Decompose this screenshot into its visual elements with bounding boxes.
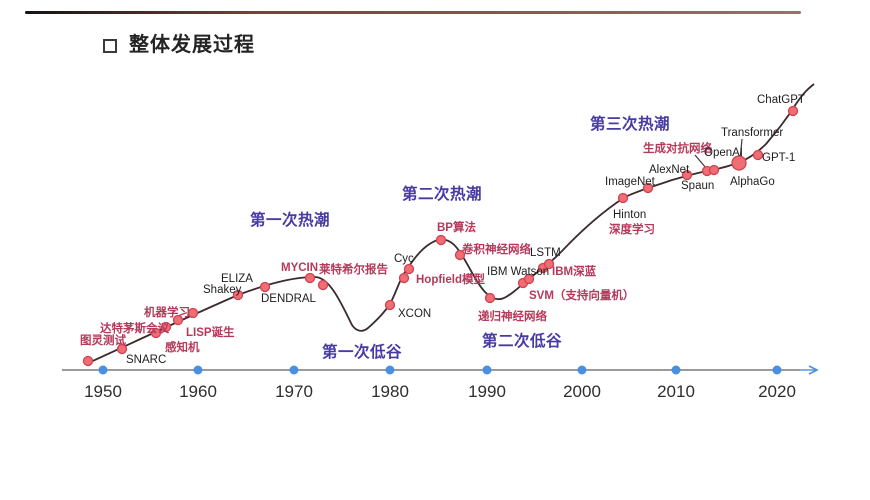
milestone-dot [435, 234, 447, 246]
milestone-dot [752, 149, 764, 161]
milestone-label: 图灵测试 [80, 333, 126, 347]
axis-tick-dot [289, 365, 299, 375]
page-title: 整体发展过程 [129, 34, 255, 56]
milestone-dot [150, 327, 162, 339]
milestone-label: 感知机 [165, 340, 200, 354]
axis-tick-dot [385, 365, 395, 375]
milestone-dot [523, 273, 535, 285]
axis-tick-dot [772, 365, 782, 375]
milestone-label: 机器学习 [144, 305, 190, 319]
milestone-label: SVM（支持向量机） [529, 288, 634, 302]
milestone-dot [454, 249, 466, 261]
milestone-label: LSTM [530, 247, 561, 259]
milestone-label: ChatGPT [757, 94, 805, 106]
axis-year-label: 1970 [275, 382, 313, 401]
phase-label: 第二次低谷 [482, 331, 562, 350]
milestone-label: IBM Watson [487, 266, 549, 278]
milestone-dot [82, 355, 94, 367]
phase-label: 第一次热潮 [250, 210, 330, 229]
milestone-dot [259, 281, 271, 293]
milestone-dot [172, 314, 184, 326]
milestone-dot [708, 164, 720, 176]
axis-year-label: 1950 [84, 382, 122, 401]
milestone-label: DENDRAL [261, 293, 317, 305]
milestone-dot [642, 182, 654, 194]
milestone-label: OpenAI [704, 147, 743, 159]
milestone-label: ImageNet [605, 176, 656, 188]
milestone-dot [160, 321, 172, 333]
milestone-label: LISP诞生 [186, 325, 235, 339]
axis-year-label: 1990 [468, 382, 506, 401]
axis-year-label: 2020 [758, 382, 796, 401]
milestone-dot [398, 272, 410, 284]
milestone-dot [232, 289, 244, 301]
axis-tick-dot [193, 365, 203, 375]
milestone-label: 生成对抗网络 [643, 141, 712, 155]
milestone-dot [617, 192, 629, 204]
milestone-dot [484, 292, 496, 304]
milestone-dot [384, 299, 396, 311]
axis-tick-dot [577, 365, 587, 375]
milestone-label: 深度学习 [609, 222, 655, 236]
milestone-label: Spaun [681, 180, 714, 192]
milestone-dot [304, 272, 316, 284]
milestone-label: 递归神经网络 [478, 309, 547, 323]
axis-arrow-icon [808, 365, 819, 375]
top-divider [25, 11, 801, 14]
milestone-label: Cyc [394, 253, 414, 265]
label-leader-line [694, 154, 707, 169]
milestone-label: BP算法 [437, 220, 476, 234]
axis-year-label: 2010 [657, 382, 695, 401]
title-bullet-icon [103, 39, 117, 53]
phase-label: 第一次低谷 [322, 342, 402, 361]
milestone-dot [787, 105, 799, 117]
axis-year-label: 2000 [563, 382, 601, 401]
axis-year-label: 1960 [179, 382, 217, 401]
milestone-dot [116, 343, 128, 355]
title-row: 整体发展过程 [103, 33, 255, 57]
milestone-label: MYCIN [281, 262, 318, 274]
milestone-dot [731, 155, 747, 171]
milestone-label: IBM深蓝 [552, 264, 597, 278]
milestone-label: 卷积神经网络 [461, 242, 531, 256]
axis-tick-dot [98, 365, 108, 375]
milestone-label: AlexNet [649, 164, 690, 176]
milestone-label: ELIZA [221, 273, 253, 285]
milestone-label: Shakey [203, 284, 242, 296]
axis-tick-dot [482, 365, 492, 375]
phase-label: 第三次热潮 [590, 114, 670, 133]
milestone-dot [403, 263, 415, 275]
axis-year-label: 1980 [371, 382, 409, 401]
milestone-dot [187, 307, 199, 319]
development-curve [85, 83, 815, 365]
milestone-label: SNARC [126, 354, 166, 366]
milestone-label: 莱特希尔报告 [319, 262, 388, 276]
milestone-label: 达特茅斯会议 [100, 321, 169, 335]
milestone-label: Transformer [721, 127, 783, 139]
phase-label: 第二次热潮 [402, 184, 482, 203]
milestone-label: XCON [398, 308, 431, 320]
milestone-label: Hopfield模型 [416, 272, 485, 286]
milestone-label: AlphaGo [730, 176, 775, 188]
milestone-dot [543, 258, 555, 270]
milestone-dot [317, 279, 329, 291]
milestone-label: Hinton [613, 209, 646, 221]
milestone-label: GPT-1 [762, 152, 795, 164]
axis-tick-dot [671, 365, 681, 375]
milestone-dot [681, 169, 693, 181]
